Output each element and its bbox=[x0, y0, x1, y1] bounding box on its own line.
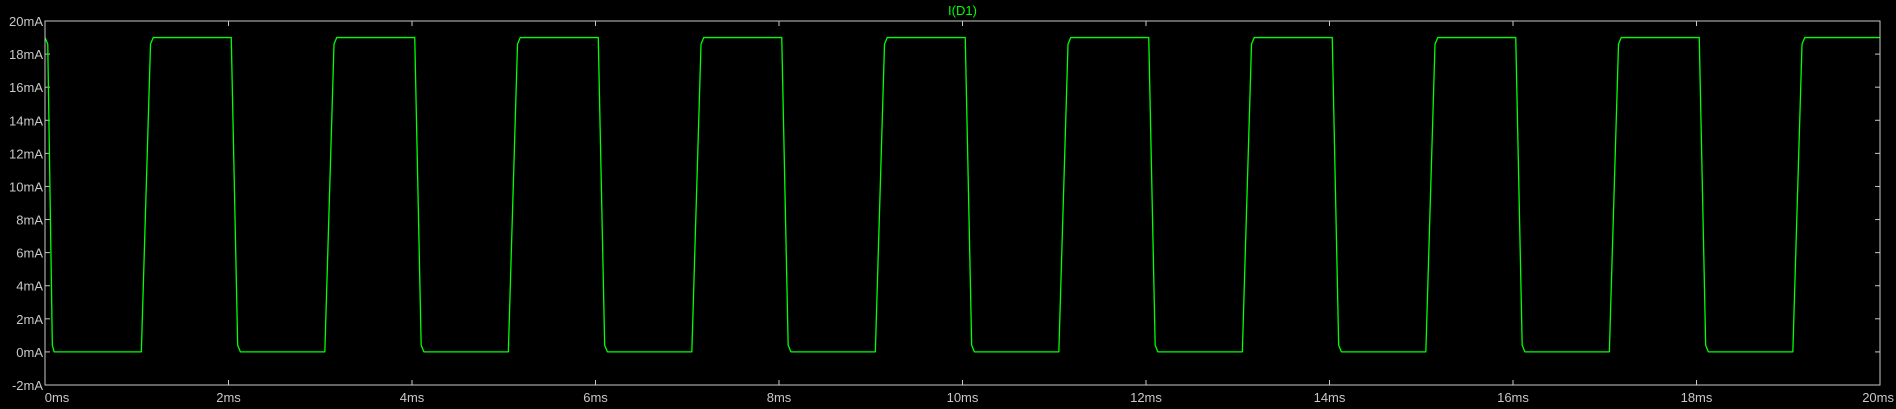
trace-legend-label[interactable]: I(D1) bbox=[948, 3, 977, 18]
x-tick-label: 16ms bbox=[1497, 390, 1529, 405]
x-tick-label: 2ms bbox=[216, 390, 241, 405]
axis-labels: -2mA 0mA 2mA 4mA 6mA 8mA 10mA 12mA 14mA 16mA 18mA 2… bbox=[9, 14, 1894, 405]
y-tick-label: 20mA bbox=[9, 14, 43, 29]
x-tick-label: 20ms bbox=[1862, 390, 1894, 405]
x-tick-label: 0ms bbox=[45, 390, 70, 405]
x-tick-label: 8ms bbox=[767, 390, 792, 405]
plot-frame bbox=[44, 20, 1881, 386]
y-tick-label: 0mA bbox=[16, 345, 43, 360]
y-tick-label: 12mA bbox=[9, 146, 43, 161]
y-tick-label: 10mA bbox=[9, 179, 43, 194]
x-tick-label: 14ms bbox=[1314, 390, 1346, 405]
trace-line[interactable] bbox=[44, 36, 1880, 353]
y-tick-label: 6mA bbox=[16, 246, 43, 261]
y-tick-label: 2mA bbox=[16, 312, 43, 327]
x-tick-label: 12ms bbox=[1130, 390, 1162, 405]
x-tick-label: 6ms bbox=[583, 390, 608, 405]
y-tick-label: 18mA bbox=[9, 47, 43, 62]
x-tick-label: 4ms bbox=[400, 390, 425, 405]
y-tick-label: 16mA bbox=[9, 80, 43, 95]
trace-layer bbox=[44, 36, 1880, 353]
y-tick-label: 14mA bbox=[9, 113, 43, 128]
y-tick-label: -2mA bbox=[12, 378, 43, 393]
y-tick-label: 4mA bbox=[16, 279, 43, 294]
y-tick-label: 8mA bbox=[16, 213, 43, 228]
x-tick-label: 18ms bbox=[1681, 390, 1713, 405]
x-tick-label: 10ms bbox=[947, 390, 979, 405]
